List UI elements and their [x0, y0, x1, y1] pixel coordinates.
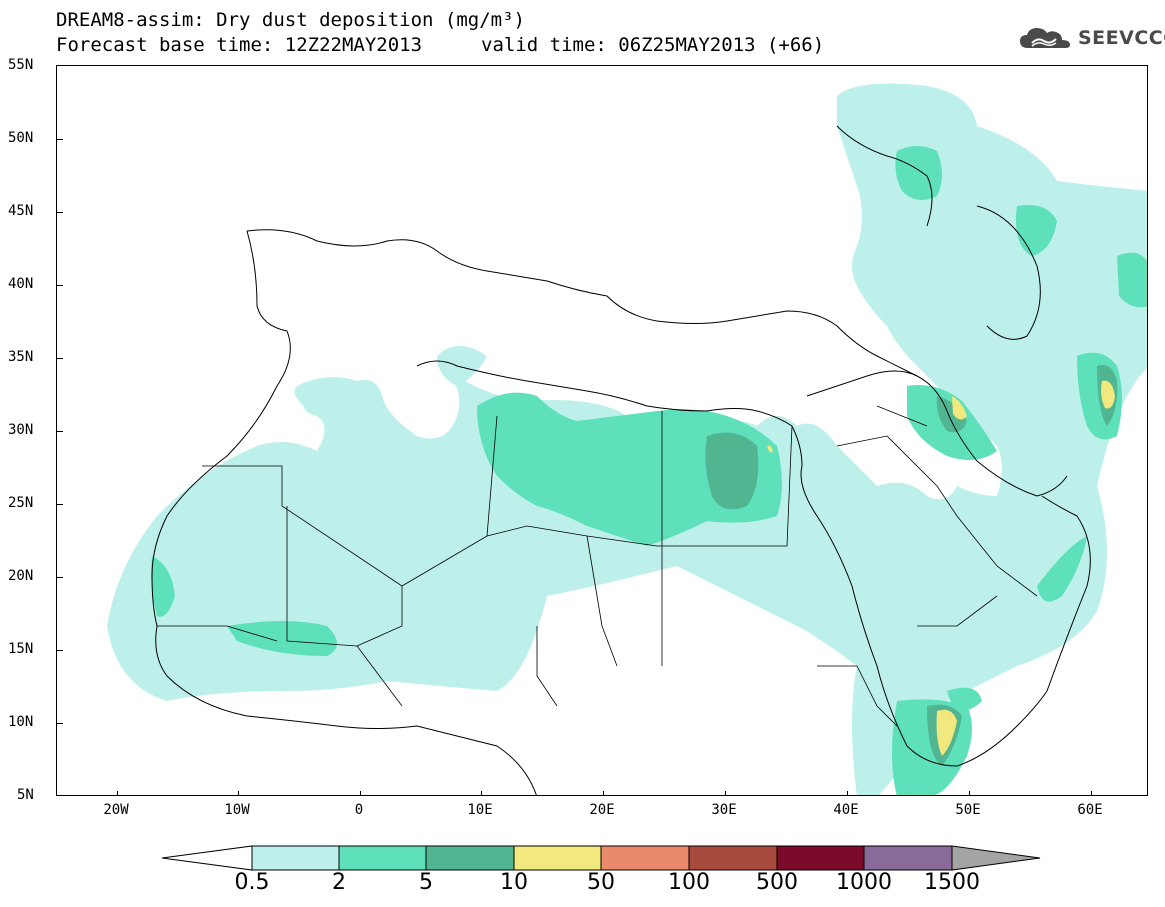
lat-label-45n: 45N	[8, 203, 34, 219]
lat-label-20n: 20N	[8, 568, 34, 584]
lat-label-55n: 55N	[8, 57, 34, 73]
lat-label-50n: 50N	[8, 130, 34, 146]
coastlines	[151, 125, 1091, 795]
lon-label-20e: 20E	[589, 802, 615, 818]
country-borders	[157, 405, 1038, 727]
map-panel	[56, 65, 1148, 796]
cloud-icon	[1020, 28, 1070, 48]
colorbar-legend	[161, 843, 1042, 877]
lon-label-0: 0	[354, 802, 364, 818]
lat-label-40n: 40N	[8, 276, 34, 292]
colorbar-svg	[161, 845, 1041, 871]
lon-label-60e: 60E	[1077, 802, 1103, 818]
colorbar-label-1000: 1000	[836, 870, 892, 895]
lon-label-30e: 30E	[711, 802, 737, 818]
seevccc-logo: SEEVCCC	[1018, 24, 1165, 52]
lat-label-25n: 25N	[8, 495, 34, 511]
lon-label-50e: 50E	[955, 802, 981, 818]
colorbar-segment-above-1500	[951, 845, 1041, 871]
map-title: DREAM8-assim: Dry dust deposition (mg/m³…	[56, 9, 525, 31]
lon-label-10e: 10E	[467, 802, 493, 818]
colorbar-segment-50-100	[600, 845, 690, 871]
colorbar-segment-0-5-2	[251, 845, 340, 871]
lat-label-15n: 15N	[8, 641, 34, 657]
dust-field-10-50	[767, 380, 1115, 756]
colorbar-label-10: 10	[500, 870, 528, 895]
lat-label-30n: 30N	[8, 422, 34, 438]
lat-label-35n: 35N	[8, 349, 34, 365]
colorbar-label-50: 50	[587, 870, 615, 895]
lon-label-20w: 20W	[103, 802, 129, 818]
colorbar-label-2: 2	[332, 870, 346, 895]
lon-label-40e: 40E	[833, 802, 859, 818]
colorbar-segment-1000-1500	[863, 845, 953, 871]
colorbar-label-0-5: 0.5	[234, 870, 270, 895]
valid-time: valid time: 06Z25MAY2013 (+66)	[481, 34, 825, 56]
lat-label-10n: 10N	[8, 714, 34, 730]
colorbar-segment-5-10	[425, 845, 515, 871]
lon-label-10w: 10W	[224, 802, 250, 818]
lat-label-5n: 5N	[17, 787, 34, 803]
colorbar-label-1500: 1500	[924, 870, 980, 895]
colorbar-label-100: 100	[668, 870, 710, 895]
dust-deposition-map	[57, 83, 1147, 795]
logo-text: SEEVCCC	[1078, 27, 1165, 49]
forecast-base-time: Forecast base time: 12Z22MAY2013	[56, 34, 423, 56]
colorbar-segment-100-500	[688, 845, 778, 871]
colorbar-segment-2-5	[338, 845, 427, 871]
grid-ticks	[57, 139, 1092, 795]
colorbar-label-500: 500	[756, 870, 798, 895]
colorbar-label-5: 5	[419, 870, 433, 895]
colorbar-segment-500-1000	[776, 845, 865, 871]
colorbar-segment-10-50	[513, 845, 602, 871]
colorbar-segment-below-0-5	[161, 845, 253, 871]
